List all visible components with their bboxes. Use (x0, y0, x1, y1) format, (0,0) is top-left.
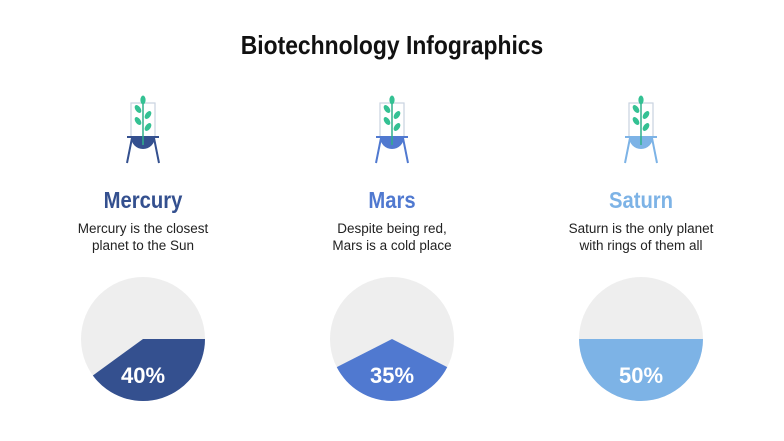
pie-slice (336, 339, 448, 401)
plant-leaf (642, 111, 650, 119)
plant-leaf (144, 111, 152, 119)
item-desc: planet to the Sun (91, 238, 195, 253)
pie-label: 40% (121, 363, 165, 388)
item-desc: with rings of them all (579, 238, 703, 253)
plant-leaf (632, 105, 640, 113)
item-desc: Mercury is the closest (77, 221, 209, 236)
pie-slice (579, 339, 703, 401)
pie-slice (92, 339, 205, 401)
stand-leg (402, 137, 409, 164)
plant-leaf (144, 123, 152, 131)
item-name: Saturn (608, 187, 674, 213)
plant-leaf (393, 123, 401, 131)
plant-leaf (393, 111, 401, 119)
plant-leaf (134, 117, 142, 125)
page-title: Biotechnology Infographics (240, 30, 544, 60)
item-desc: Saturn is the only planet (568, 221, 714, 236)
item-desc: Mars is a cold place (332, 238, 452, 253)
plant-leaf (383, 105, 391, 113)
plant-leaf (140, 95, 146, 105)
pie-label: 50% (619, 363, 663, 388)
item-name: Mars (368, 187, 416, 213)
plant-leaf (642, 123, 650, 131)
plant-leaf (638, 95, 644, 105)
beaker-plant-icon (126, 95, 160, 164)
pie-chart-saturn: 50% (579, 277, 703, 401)
stand-leg (375, 137, 382, 164)
item-desc: Despite being red, (337, 221, 447, 236)
plant-leaf (134, 105, 142, 113)
stand-leg (651, 137, 658, 164)
stand-leg (153, 137, 160, 164)
stand-leg (126, 137, 133, 164)
pie-chart-mars: 35% (330, 277, 454, 401)
column-saturn: Saturn Saturn is the only planet with rin… (541, 95, 741, 254)
column-mercury: Mercury Mercury is the closest planet to … (43, 95, 243, 254)
stand-leg (624, 137, 631, 164)
plant-leaf (389, 95, 395, 105)
column-mars: Mars Despite being red, Mars is a cold pl… (292, 95, 492, 254)
item-name: Mercury (103, 187, 183, 213)
plant-leaf (383, 117, 391, 125)
beaker-plant-icon (624, 95, 658, 164)
plant-leaf (632, 117, 640, 125)
pie-label: 35% (370, 363, 414, 388)
beaker-plant-icon (375, 95, 409, 164)
pie-chart-mercury: 40% (81, 277, 205, 401)
